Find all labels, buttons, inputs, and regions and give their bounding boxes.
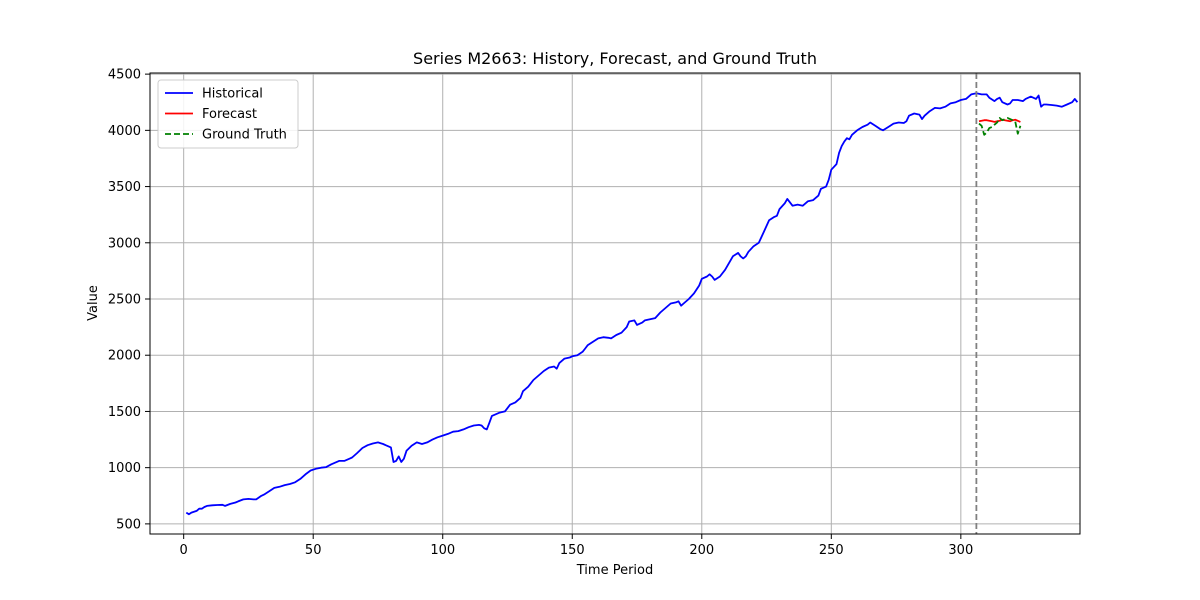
- legend-entry-label: Ground Truth: [202, 128, 287, 143]
- legend-entry-label: Forecast: [202, 107, 257, 122]
- series-line-historical: [185, 92, 1079, 516]
- grid-layer: [150, 73, 1080, 534]
- legend-entry-label: Historical: [202, 87, 263, 102]
- x-tick-label: 300: [948, 543, 973, 558]
- x-tick-label: 150: [560, 543, 585, 558]
- x-tick-label: 200: [689, 543, 714, 558]
- x-tick-label: 0: [180, 543, 188, 558]
- x-axis-label: Time Period: [576, 563, 653, 578]
- y-tick-label: 3500: [108, 180, 141, 195]
- series-line-ground-truth: [978, 117, 1022, 136]
- x-tick-label: 250: [819, 543, 844, 558]
- y-tick-label: 4000: [108, 124, 141, 139]
- series-layer: [185, 73, 1079, 534]
- legend-box: [157, 79, 299, 149]
- y-tick-label: 3000: [108, 236, 141, 251]
- plot-frame: [149, 72, 1081, 535]
- y-tick-label: 2000: [108, 349, 141, 364]
- chart-title: Series M2663: History, Forecast, and Gro…: [413, 49, 817, 68]
- x-tick-label: 50: [305, 543, 322, 558]
- y-tick-label: 500: [116, 517, 141, 532]
- axes-layer: 0 50 100 150 200 250 300 500 1000 1500 2000 2500 300…: [108, 68, 1081, 558]
- y-tick-label: 1500: [108, 405, 141, 420]
- legend: Historical Forecast Ground Truth: [157, 79, 299, 149]
- y-axis-label: Value: [86, 285, 101, 321]
- series-line-forecast: [978, 118, 1021, 123]
- x-tick-label: 100: [430, 543, 455, 558]
- y-tick-label: 4500: [108, 68, 141, 83]
- y-tick-label: 1000: [108, 461, 141, 476]
- y-tick-label: 2500: [108, 293, 141, 308]
